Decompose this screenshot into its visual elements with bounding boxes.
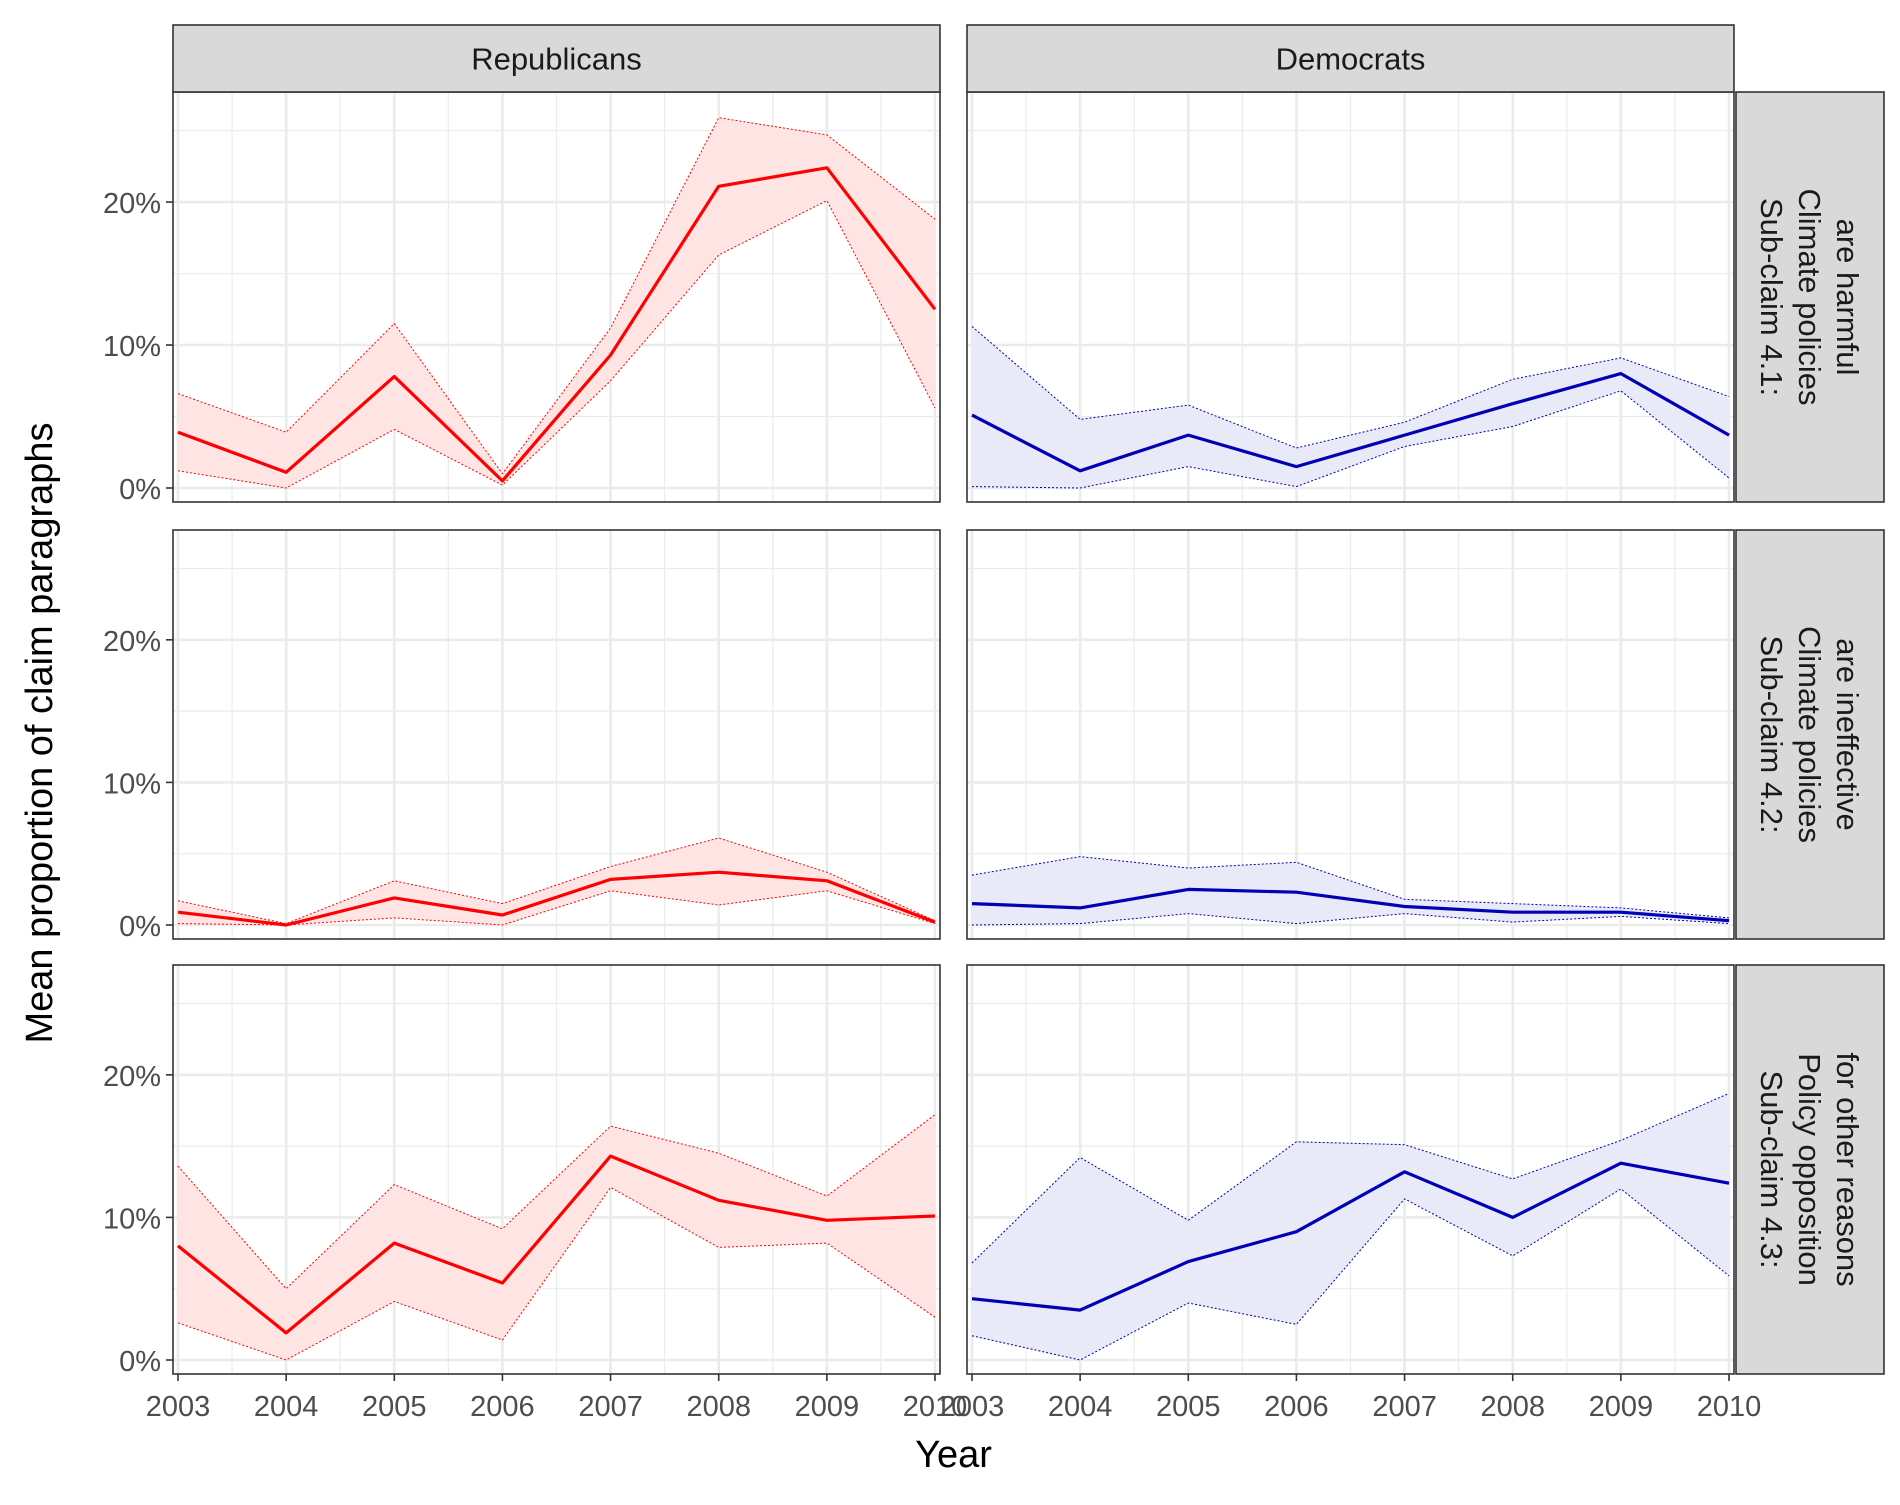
- x-tick-label: 2005: [362, 1391, 427, 1423]
- x-axis-title: Year: [915, 1434, 992, 1476]
- x-tick-label: 2004: [254, 1391, 319, 1423]
- y-tick-label: 20%: [103, 188, 161, 220]
- row-strip-label: Climate policies: [1792, 188, 1827, 405]
- x-tick-label: 2009: [795, 1391, 860, 1423]
- row-strip-label: are harmful: [1830, 219, 1865, 376]
- y-tick-label: 0%: [119, 1346, 161, 1378]
- x-tick-label: 2003: [146, 1391, 211, 1423]
- row-strip-label: Sub-claim 4.3:: [1754, 1070, 1789, 1268]
- x-tick-label: 2007: [1372, 1391, 1437, 1423]
- row-strip-label: are ineffective: [1830, 638, 1865, 830]
- row-strip-label: Sub-claim 4.1:: [1754, 198, 1789, 396]
- x-tick-label: 2008: [686, 1391, 751, 1423]
- x-tick-label: 2006: [470, 1391, 535, 1423]
- y-axis-title: Mean proportion of claim paragraphs: [19, 422, 61, 1043]
- x-tick-label: 2007: [578, 1391, 643, 1423]
- row-strip-label: Sub-claim 4.2:: [1754, 635, 1789, 833]
- x-tick-label: 2008: [1480, 1391, 1545, 1423]
- y-tick-label: 20%: [103, 1061, 161, 1093]
- y-tick-label: 10%: [103, 1203, 161, 1235]
- y-tick-label: 10%: [103, 331, 161, 363]
- x-tick-label: 2004: [1048, 1391, 1113, 1423]
- column-strip-label: Democrats: [1276, 42, 1426, 77]
- y-tick-label: 0%: [119, 474, 161, 506]
- column-strip-label: Republicans: [471, 42, 642, 77]
- x-tick-label: 2009: [1589, 1391, 1654, 1423]
- x-tick-label: 2006: [1264, 1391, 1329, 1423]
- row-strip-label: Policy opposition: [1792, 1053, 1827, 1286]
- row-strip-label: Climate policies: [1792, 626, 1827, 843]
- y-tick-label: 10%: [103, 768, 161, 800]
- y-tick-label: 20%: [103, 626, 161, 658]
- y-tick-label: 0%: [119, 911, 161, 943]
- row-strip-label: for other reasons: [1830, 1052, 1865, 1286]
- x-tick-label: 2010: [1697, 1391, 1762, 1423]
- x-tick-label: 2005: [1156, 1391, 1221, 1423]
- x-tick-label: 2003: [940, 1391, 1005, 1423]
